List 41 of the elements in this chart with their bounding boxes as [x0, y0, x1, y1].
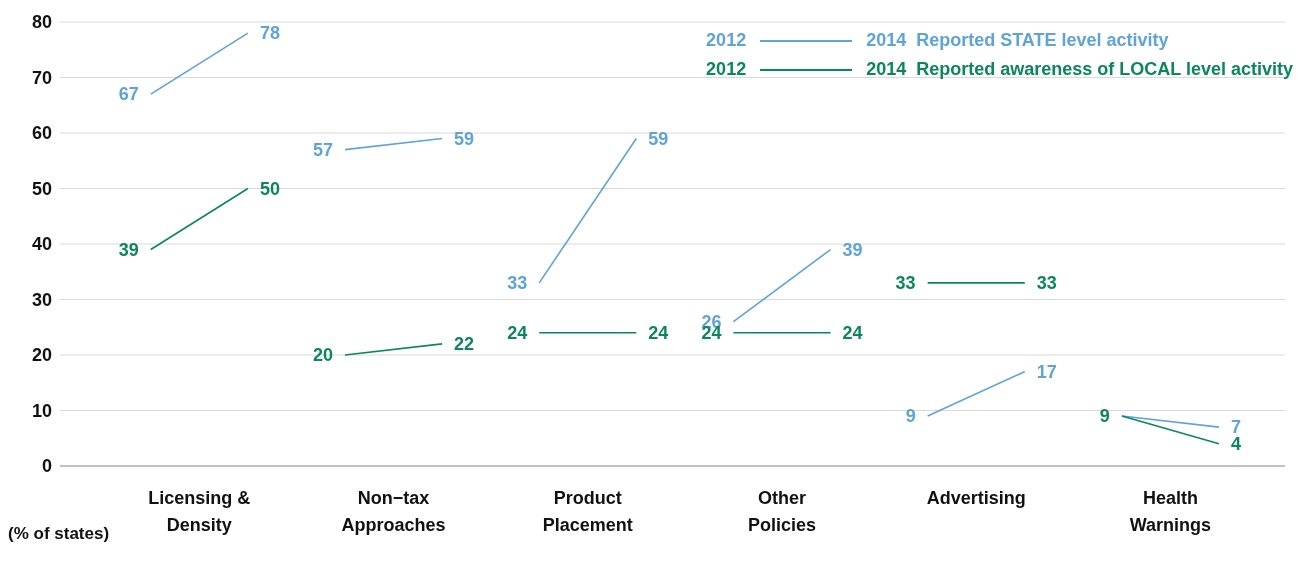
data-label: 9 [1099, 406, 1110, 427]
data-label: 24 [507, 322, 528, 343]
data-label: 50 [259, 178, 280, 199]
data-label: 57 [312, 139, 334, 160]
y-tick-label: 70 [31, 67, 52, 88]
data-label: 59 [454, 128, 475, 149]
data-label: 39 [842, 239, 863, 260]
y-tick-label: 60 [31, 123, 52, 144]
y-tick-label: 30 [31, 289, 52, 310]
y-axis-title: (% of states) [8, 524, 110, 544]
y-tick-label: 10 [31, 400, 52, 421]
data-label: 39 [118, 239, 139, 260]
data-label: 59 [648, 128, 669, 149]
y-tick-label: 40 [31, 234, 52, 255]
data-label: 33 [1036, 272, 1057, 293]
data-label: 33 [507, 272, 528, 293]
annotation: 2012 [706, 30, 747, 51]
data-label: 9 [905, 406, 916, 427]
y-tick-label: 20 [31, 345, 52, 366]
data-label: 67 [118, 84, 139, 105]
data-label: 78 [259, 23, 280, 44]
annotation: 2014 [866, 30, 907, 51]
data-label: 24 [648, 322, 669, 343]
text: Reported awareness of LOCAL level activity [916, 59, 1293, 80]
y-tick-label: 50 [31, 178, 52, 199]
text: 2014 [866, 59, 907, 79]
data-label: 17 [1036, 361, 1057, 382]
x-tick-label: Health Warnings [1129, 488, 1212, 535]
data-label: 22 [454, 333, 475, 354]
text: Reported STATE level activity [916, 30, 1169, 51]
y-tick-label: 0 [41, 456, 52, 477]
data-label: 24 [842, 322, 863, 343]
x-tick-label: Other Policies [747, 488, 817, 535]
x-tick-label: Product Placement [542, 488, 633, 535]
y-tick-label: 80 [31, 12, 52, 33]
text: 2012 [706, 59, 747, 79]
x-tick-label: Non−tax Approaches [341, 488, 446, 535]
data-label: 33 [895, 272, 916, 293]
x-tick-label: Licensing & Density [148, 488, 251, 535]
data-label: 20 [312, 345, 334, 365]
x-tick-label: Advertising [926, 488, 1026, 508]
